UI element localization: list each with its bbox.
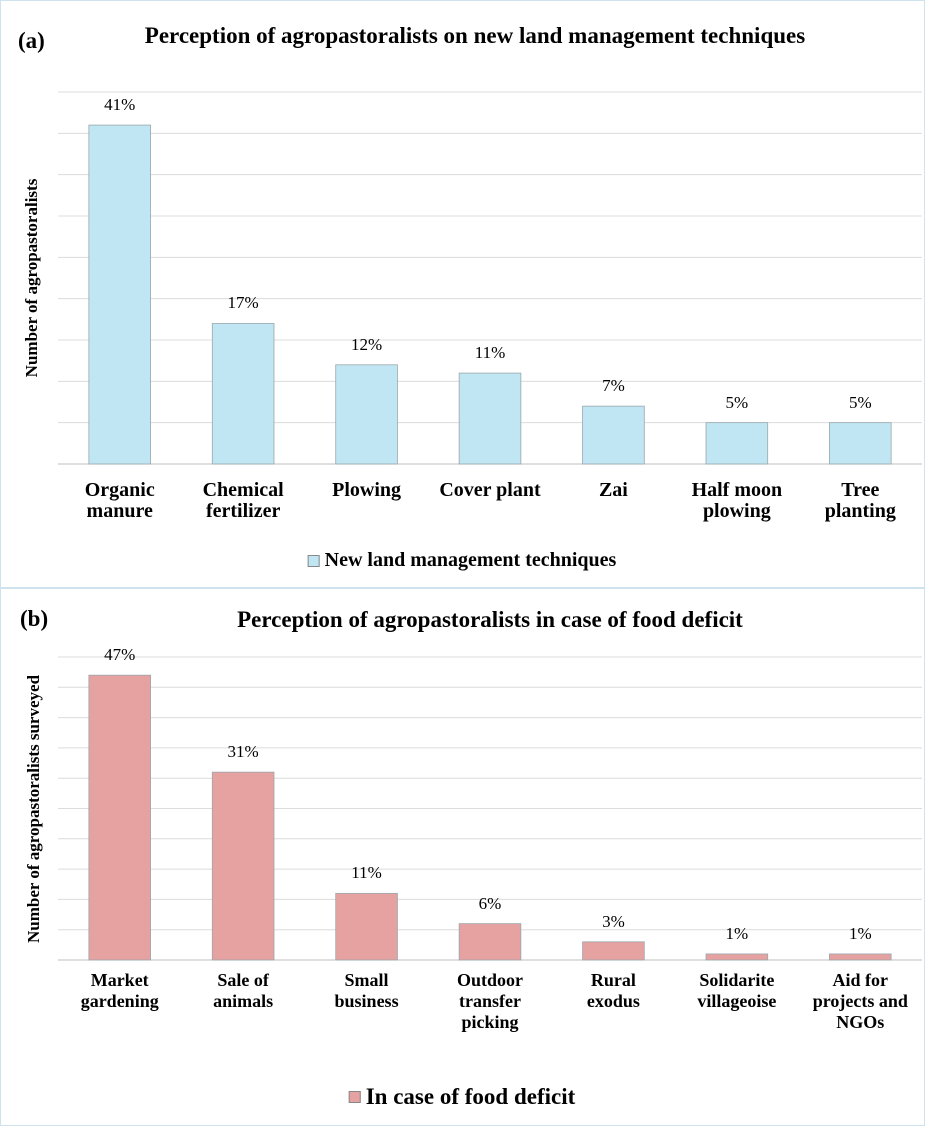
data-label: 47% xyxy=(104,645,136,665)
bar xyxy=(88,124,151,465)
data-label: 1% xyxy=(725,923,749,943)
data-label: 7% xyxy=(602,376,625,396)
chart-title: Perception of agropastoralists in case o… xyxy=(237,607,743,632)
y-axis-label: Number of agropastoralists xyxy=(22,178,41,378)
x-tick-label: Tree planting xyxy=(824,479,896,522)
data-label: 5% xyxy=(848,392,872,412)
panel-label: (a) xyxy=(18,28,45,53)
data-label: 41% xyxy=(104,95,136,115)
x-tick-label: Rural exodus xyxy=(586,970,640,1011)
bar xyxy=(88,674,151,961)
x-tick-label: Plowing xyxy=(332,479,402,501)
bar xyxy=(829,953,892,961)
data-label: 6% xyxy=(478,893,502,913)
bar xyxy=(705,422,769,465)
x-tick-label: Chemical fertilizer xyxy=(202,479,284,522)
bar xyxy=(705,953,769,961)
x-tick-label: Outdoor transfer picking xyxy=(456,970,523,1032)
x-tick-label: Small business xyxy=(334,970,399,1011)
bar xyxy=(458,372,522,465)
bar xyxy=(211,323,275,465)
bar xyxy=(829,422,892,465)
data-label: 17% xyxy=(227,293,259,313)
data-label: 3% xyxy=(602,911,625,931)
legend-swatch xyxy=(307,554,320,567)
legend-label: New land management techniques xyxy=(324,549,617,571)
legend: In case of food deficit xyxy=(348,1084,576,1110)
data-label: 5% xyxy=(725,392,749,412)
x-tick-label: Aid for projects and NGOs xyxy=(812,970,908,1032)
legend: New land management techniques xyxy=(307,549,617,572)
bar xyxy=(335,364,398,465)
x-tick-label: Cover plant xyxy=(439,479,541,501)
x-tick-label: Solidarite villageoise xyxy=(697,970,777,1011)
x-tick-label: Half moon plowing xyxy=(691,479,783,522)
bar xyxy=(211,771,275,961)
x-tick-label: Sale of animals xyxy=(213,970,274,1011)
legend-label: In case of food deficit xyxy=(365,1084,576,1109)
x-tick-label: Market gardening xyxy=(80,970,159,1011)
x-tick-label: Organic manure xyxy=(84,479,155,522)
data-label: 1% xyxy=(848,923,872,943)
chart-title: Perception of agropastoralists on new la… xyxy=(144,23,806,48)
bar xyxy=(582,405,645,465)
panel-label: (b) xyxy=(20,606,49,631)
bar xyxy=(582,941,645,961)
data-label: 31% xyxy=(227,742,259,762)
y-axis-label: Number of agropastoralists surveyed xyxy=(24,674,43,943)
bar xyxy=(335,892,398,961)
bar xyxy=(458,923,522,961)
data-label: 11% xyxy=(351,863,382,883)
data-label: 12% xyxy=(350,334,383,354)
data-label: 11% xyxy=(474,343,506,363)
legend-swatch xyxy=(348,1091,361,1103)
x-tick-label: Zai xyxy=(598,479,628,501)
